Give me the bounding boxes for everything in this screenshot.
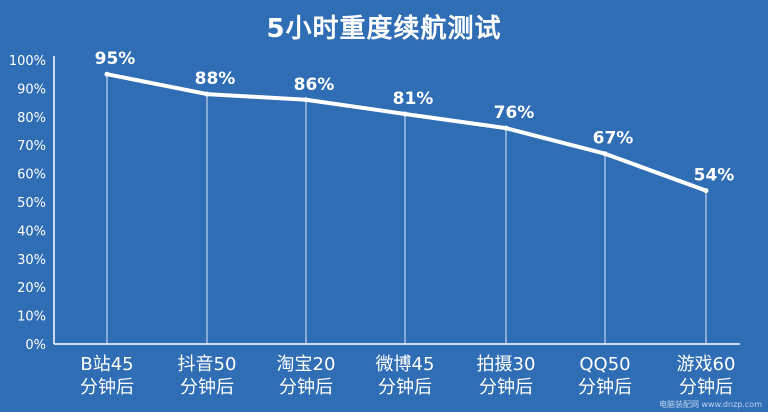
x-axis: B站45分钟后抖音50分钟后淘宝20分钟后微博45分钟后拍摄30分钟后QQ50分…: [54, 343, 740, 398]
x-tick-label: 微博45: [376, 354, 435, 375]
watermark: 电脑装配网 www.dnzp.com: [658, 400, 762, 409]
data-label: 86%: [294, 75, 335, 95]
data-label: 67%: [593, 129, 634, 149]
y-tick-label: 80%: [17, 111, 46, 126]
data-label: 76%: [494, 103, 535, 123]
x-tick-label: 分钟后: [479, 377, 533, 398]
data-point: [303, 97, 309, 103]
data-labels: 95% 88% 86% 81% 76% 67% 54%: [95, 49, 735, 185]
x-tick-label: 抖音50: [178, 354, 237, 375]
y-tick-label: 90%: [17, 82, 46, 97]
x-tick-label: 拍摄30: [477, 354, 536, 375]
data-label: 95%: [95, 49, 136, 69]
y-tick-label: 40%: [17, 224, 46, 239]
data-point: [703, 188, 709, 194]
y-axis: 0% 10% 20% 30% 40% 50% 60% 70% 80% 90% 100%: [9, 54, 55, 353]
x-tick-label: 分钟后: [378, 377, 432, 398]
data-label: 88%: [195, 69, 236, 89]
x-tick-label: 分钟后: [279, 377, 333, 398]
y-tick-label: 10%: [17, 310, 46, 325]
y-tick-label: 60%: [17, 168, 46, 183]
data-label: 81%: [393, 89, 434, 109]
x-tick-label: 分钟后: [180, 377, 234, 398]
chart-title: 5小时重度续航测试: [266, 14, 502, 44]
x-tick-label: 淘宝20: [277, 354, 336, 375]
y-tick-label: 70%: [17, 139, 46, 154]
data-point: [602, 151, 608, 157]
data-point: [204, 91, 210, 97]
x-tick-label: 分钟后: [679, 377, 733, 398]
y-tick-label: 20%: [17, 281, 46, 296]
x-tick-label: B站45: [80, 354, 133, 375]
x-tick-label: 游戏60: [677, 354, 736, 375]
y-tick-label: 30%: [17, 253, 46, 268]
drop-lines: [106, 74, 707, 344]
y-tick-label: 50%: [17, 196, 46, 211]
data-point: [503, 125, 509, 131]
series-line-group: [104, 71, 709, 194]
data-point: [104, 71, 110, 77]
x-tick-label: 分钟后: [80, 377, 134, 398]
data-label: 54%: [694, 166, 735, 186]
x-tick-label: QQ50: [579, 354, 630, 375]
y-tick-label: 0%: [25, 338, 46, 353]
y-tick-label: 100%: [9, 54, 46, 69]
data-point: [402, 111, 408, 117]
x-tick-label: 分钟后: [578, 377, 632, 398]
